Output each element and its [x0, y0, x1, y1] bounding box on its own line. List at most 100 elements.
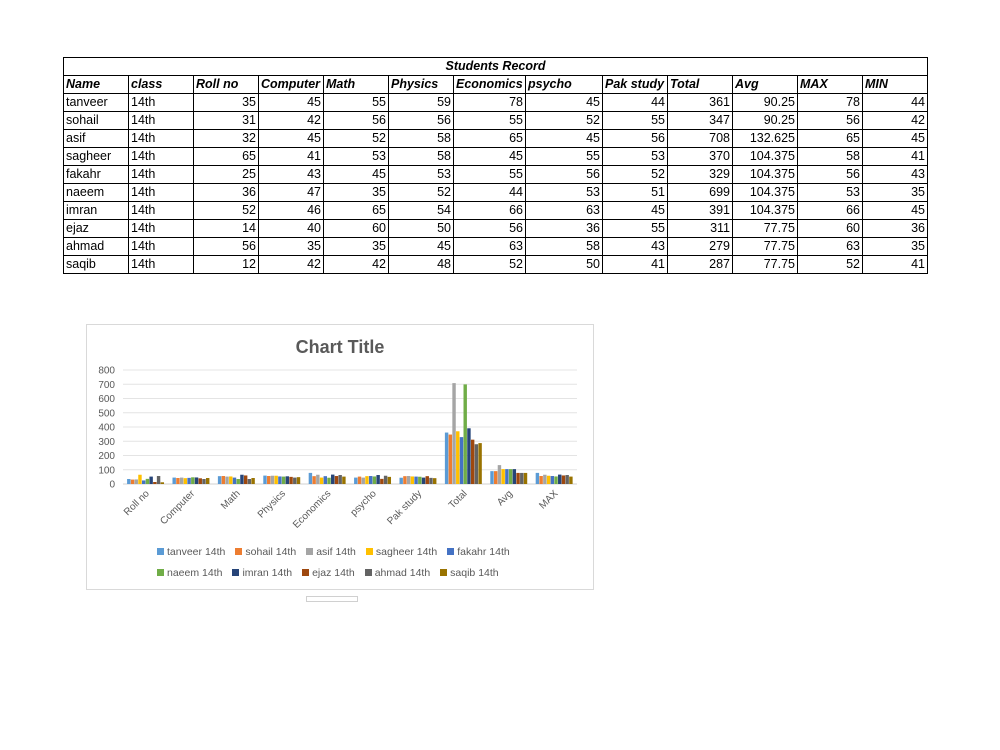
table-cell[interactable]: 44 — [602, 93, 668, 112]
table-cell[interactable]: 51 — [602, 183, 668, 202]
chart-legend[interactable]: tanveer 14th sohail 14th asif 14th sagheer … — [157, 541, 577, 583]
table-cell[interactable]: 58 — [797, 147, 863, 166]
table-cell[interactable]: 52 — [525, 111, 603, 130]
table-cell[interactable]: 65 — [323, 201, 389, 220]
table-cell[interactable]: 55 — [525, 147, 603, 166]
table-cell[interactable]: 60 — [323, 219, 389, 238]
table-cell[interactable]: 45 — [862, 201, 928, 220]
table-cell[interactable]: 14th — [128, 93, 194, 112]
table-cell[interactable]: 56 — [388, 111, 454, 130]
table-cell[interactable]: 50 — [388, 219, 454, 238]
table-cell[interactable]: 287 — [667, 255, 733, 274]
table-cell[interactable]: sohail — [63, 111, 129, 130]
table-cell[interactable]: 44 — [862, 93, 928, 112]
table-cell[interactable]: 52 — [602, 165, 668, 184]
table-cell[interactable]: 132.625 — [732, 129, 798, 148]
table-cell[interactable]: 35 — [862, 237, 928, 256]
legend-item[interactable]: asif 14th — [306, 546, 356, 558]
table-cell[interactable]: 14th — [128, 129, 194, 148]
table-cell[interactable]: 311 — [667, 219, 733, 238]
table-cell[interactable]: 45 — [525, 93, 603, 112]
table-cell[interactable]: 48 — [388, 255, 454, 274]
table-cell[interactable]: 90.25 — [732, 93, 798, 112]
table-cell[interactable]: 52 — [453, 255, 526, 274]
table-cell[interactable]: 104.375 — [732, 201, 798, 220]
legend-item[interactable]: naeem 14th — [157, 567, 222, 579]
table-cell[interactable]: 699 — [667, 183, 733, 202]
table-cell[interactable]: 31 — [193, 111, 259, 130]
table-cell[interactable]: 50 — [525, 255, 603, 274]
table-cell[interactable]: 14th — [128, 255, 194, 274]
table-cell[interactable]: sagheer — [63, 147, 129, 166]
table-cell[interactable]: 78 — [453, 93, 526, 112]
table-cell[interactable]: 104.375 — [732, 183, 798, 202]
table-cell[interactable]: 14th — [128, 237, 194, 256]
table-cell[interactable]: 55 — [602, 111, 668, 130]
table-cell[interactable]: 12 — [193, 255, 259, 274]
legend-item[interactable]: saqib 14th — [440, 567, 499, 579]
table-cell[interactable]: 45 — [323, 165, 389, 184]
table-cell[interactable]: 43 — [258, 165, 324, 184]
table-cell[interactable]: 53 — [797, 183, 863, 202]
legend-item[interactable]: imran 14th — [232, 567, 292, 579]
table-cell[interactable]: 55 — [602, 219, 668, 238]
table-cell[interactable]: 35 — [323, 237, 389, 256]
table-cell[interactable]: 56 — [797, 165, 863, 184]
table-cell[interactable]: 65 — [797, 129, 863, 148]
table-cell[interactable]: 56 — [602, 129, 668, 148]
table-cell[interactable]: 14 — [193, 219, 259, 238]
table-cell[interactable]: imran — [63, 201, 129, 220]
table-cell[interactable]: 35 — [258, 237, 324, 256]
table-cell[interactable]: 14th — [128, 201, 194, 220]
legend-item[interactable]: fakahr 14th — [447, 546, 510, 558]
table-cell[interactable]: 77.75 — [732, 219, 798, 238]
table-cell[interactable]: 45 — [862, 129, 928, 148]
table-cell[interactable]: 63 — [525, 201, 603, 220]
table-cell[interactable]: 279 — [667, 237, 733, 256]
table-cell[interactable]: 77.75 — [732, 237, 798, 256]
table-cell[interactable]: 44 — [453, 183, 526, 202]
table-cell[interactable]: 36 — [193, 183, 259, 202]
table-cell[interactable]: ejaz — [63, 219, 129, 238]
table-cell[interactable]: 40 — [258, 219, 324, 238]
table-cell[interactable]: 56 — [193, 237, 259, 256]
table-cell[interactable]: 66 — [797, 201, 863, 220]
legend-item[interactable]: ejaz 14th — [302, 567, 355, 579]
table-cell[interactable]: 45 — [525, 129, 603, 148]
table-cell[interactable]: 56 — [323, 111, 389, 130]
table-cell[interactable]: 63 — [453, 237, 526, 256]
table-cell[interactable]: 56 — [525, 165, 603, 184]
table-cell[interactable]: 370 — [667, 147, 733, 166]
table-cell[interactable]: 14th — [128, 219, 194, 238]
table-cell[interactable]: 43 — [602, 237, 668, 256]
table-cell[interactable]: 55 — [453, 111, 526, 130]
table-cell[interactable]: 77.75 — [732, 255, 798, 274]
table-cell[interactable]: 42 — [258, 111, 324, 130]
table-cell[interactable]: 59 — [388, 93, 454, 112]
table-cell[interactable]: 14th — [128, 111, 194, 130]
table-cell[interactable]: 58 — [388, 147, 454, 166]
table-cell[interactable]: 41 — [862, 147, 928, 166]
table-cell[interactable]: 45 — [258, 129, 324, 148]
chart-resize-handle[interactable] — [306, 596, 358, 602]
table-cell[interactable]: 14th — [128, 183, 194, 202]
table-cell[interactable]: 45 — [258, 93, 324, 112]
chart-title[interactable]: Chart Title — [295, 337, 385, 357]
table-cell[interactable]: 32 — [193, 129, 259, 148]
table-cell[interactable]: 52 — [323, 129, 389, 148]
table-cell[interactable]: 41 — [862, 255, 928, 274]
table-cell[interactable]: 53 — [602, 147, 668, 166]
table-cell[interactable]: 347 — [667, 111, 733, 130]
table-cell[interactable]: 329 — [667, 165, 733, 184]
table-cell[interactable]: 58 — [388, 129, 454, 148]
table-cell[interactable]: 42 — [862, 111, 928, 130]
table-cell[interactable]: ahmad — [63, 237, 129, 256]
table-cell[interactable]: 55 — [453, 165, 526, 184]
table-cell[interactable]: 52 — [388, 183, 454, 202]
legend-item[interactable]: ahmad 14th — [364, 567, 430, 579]
table-cell[interactable]: 43 — [862, 165, 928, 184]
table-cell[interactable]: naeem — [63, 183, 129, 202]
table-cell[interactable]: 25 — [193, 165, 259, 184]
table-cell[interactable]: 53 — [388, 165, 454, 184]
table-cell[interactable]: 14th — [128, 165, 194, 184]
